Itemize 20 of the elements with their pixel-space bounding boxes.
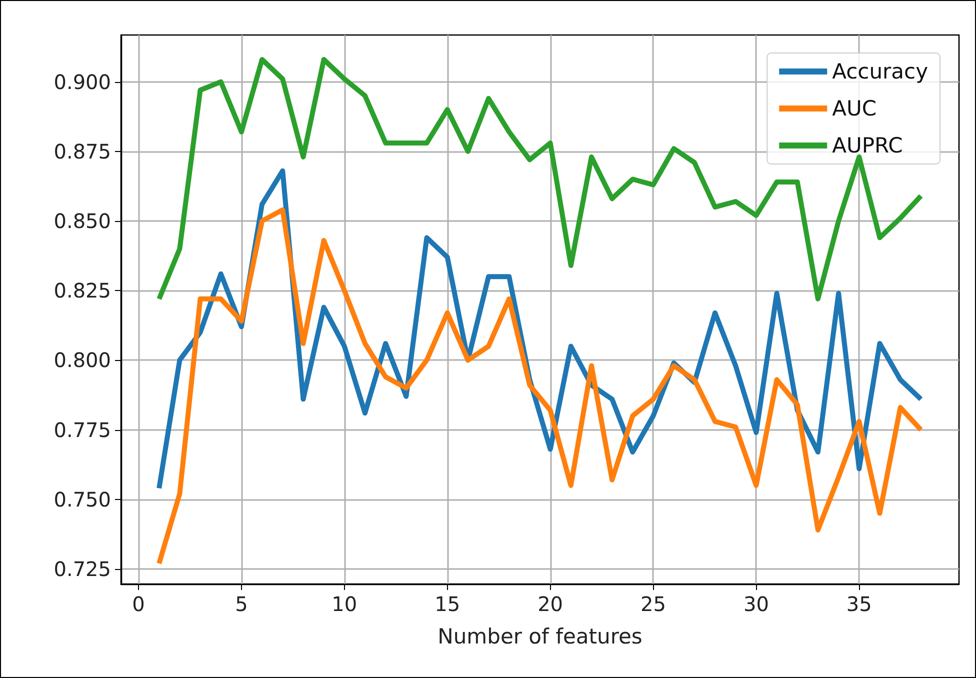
y-tick-label: 0.875	[54, 139, 111, 164]
y-tick-label: 0.825	[54, 278, 111, 303]
x-tick-label: 25	[640, 592, 666, 616]
x-tick-label: 5	[235, 592, 248, 616]
x-axis-title: Number of features	[438, 624, 642, 648]
legend-label: AUPRC	[832, 134, 903, 158]
y-tick-label: 0.750	[54, 487, 111, 512]
y-tick-label: 0.850	[54, 208, 111, 233]
x-tick-label: 20	[538, 592, 564, 616]
x-tick-label: 35	[846, 592, 872, 616]
y-tick-label: 0.775	[54, 418, 111, 442]
legend-label: Accuracy	[832, 60, 928, 84]
x-tick-label: 10	[332, 592, 358, 616]
y-tick-label: 0.725	[54, 556, 111, 581]
x-tick-label: 30	[743, 592, 769, 616]
y-tick-label: 0.900	[54, 70, 111, 94]
legend-label: AUC	[832, 96, 877, 120]
x-tick-label: 0	[132, 592, 145, 616]
y-tick-label: 0.800	[54, 348, 111, 372]
x-tick-label: 15	[434, 592, 460, 616]
